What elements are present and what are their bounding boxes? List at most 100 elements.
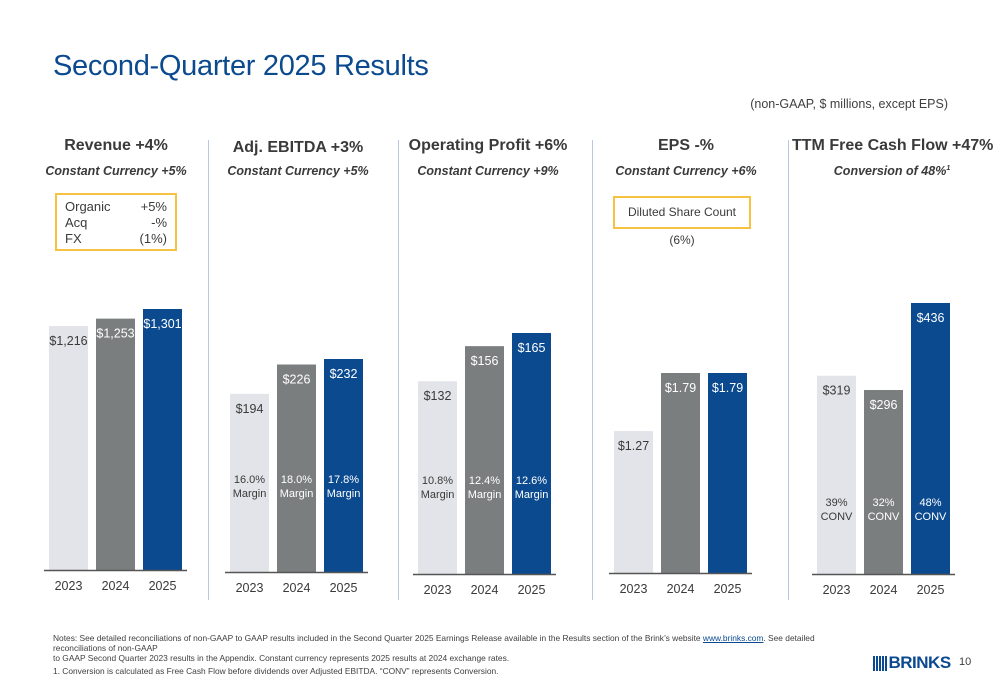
x-tick-label: 2023 (236, 581, 264, 595)
panel-subheading: Constant Currency +9% (417, 164, 559, 178)
bar-inner-label: Margin (280, 488, 314, 500)
bar-inner-label: 48% (919, 497, 941, 509)
bar-2025 (911, 303, 950, 574)
bar-value-label: $132 (424, 389, 452, 403)
bar-2025 (143, 309, 182, 570)
breakdown-value: +5% (140, 199, 167, 214)
bar-value-label: $1.79 (712, 381, 743, 395)
x-tick-label: 2023 (620, 582, 648, 596)
notes-text: Notes: See detailed reconciliations of n… (53, 633, 703, 643)
panel-divider (398, 140, 399, 600)
bar-2023 (614, 431, 653, 573)
logo-wordmark: BRINKS (888, 653, 952, 672)
x-tick-label: 2023 (424, 583, 452, 597)
bar-inner-label: CONV (821, 511, 853, 523)
bar-inner-label: Margin (327, 488, 361, 500)
bar-2024 (277, 364, 316, 572)
bar-value-label: $194 (236, 402, 264, 416)
bar-inner-label: 39% (825, 497, 847, 509)
footnotes: Notes: See detailed reconciliations of n… (53, 633, 853, 676)
footnote-1: 1. Conversion is calculated as Free Cash… (53, 665, 499, 676)
panel-divider (208, 140, 209, 600)
footnote-marker: 1 (946, 164, 951, 172)
bar-inner-label: CONV (915, 511, 947, 523)
bar-inner-label: 17.8% (328, 474, 359, 486)
bar-value-label: $436 (917, 311, 945, 325)
operating-profit-panel: Operating Profit +6% Constant Currency +… (402, 0, 574, 685)
x-tick-label: 2025 (518, 583, 546, 597)
brinks-website-link[interactable]: www.brinks.com (702, 633, 764, 643)
bar-2024 (864, 390, 903, 574)
x-tick-label: 2023 (55, 579, 83, 593)
bar-2025 (512, 333, 551, 574)
panel-subheading: Conversion of 48%1 (792, 164, 992, 178)
bar-value-label: $165 (518, 341, 546, 355)
bar-2023 (49, 326, 88, 570)
breakdown-row-acq: Acq -% (65, 215, 167, 231)
x-tick-label: 2025 (714, 582, 742, 596)
bar-value-label: $1,301 (143, 317, 181, 331)
page-number: 10 (959, 656, 972, 668)
notes-text: . See detailed reconciliations of non-GA… (53, 633, 815, 654)
x-tick-label: 2025 (917, 583, 945, 597)
slide-title: Second-Quarter 2025 Results (53, 50, 429, 82)
bar-inner-label: Margin (515, 489, 549, 501)
breakdown-row-fx: FX (1%) (65, 231, 167, 247)
x-tick-label: 2025 (149, 579, 177, 593)
bar-2023 (817, 375, 856, 574)
bar-value-label: $319 (823, 384, 851, 398)
bar-2025 (708, 373, 747, 573)
breakdown-row-organic: Organic +5% (65, 199, 167, 215)
brinks-logo: BRINKS (873, 653, 951, 673)
panel-subheading: Constant Currency +5% (45, 164, 187, 178)
bar-value-label: $232 (330, 367, 358, 381)
breakdown-label: FX (65, 231, 82, 246)
panel-heading: EPS -% (657, 137, 714, 154)
bar-inner-label: 32% (872, 497, 894, 509)
bar-inner-label: 12.4% (469, 475, 500, 487)
free-cash-flow-panel: TTM Free Cash Flow +47% Conversion of 48… (792, 0, 994, 685)
panel-subheading: Constant Currency +6% (615, 164, 757, 178)
revenue-breakdown-callout: Organic +5% Acq -% FX (1%) (55, 193, 177, 251)
bar-inner-label: Margin (468, 489, 502, 501)
panel-heading: Operating Profit +6% (408, 137, 568, 154)
bar-2024 (96, 318, 135, 570)
bar-2025 (324, 359, 363, 572)
logo-stripes-icon (873, 655, 887, 671)
subheading-text: Conversion of 48% (833, 164, 947, 178)
diluted-share-count-callout: Diluted Share Count (6%) (613, 196, 751, 247)
panel-heading: TTM Free Cash Flow +47% (792, 137, 994, 154)
panel-divider (788, 140, 789, 600)
x-tick-label: 2024 (667, 582, 695, 596)
revenue-panel: Revenue +4% Constant Currency +5% Organi… (30, 0, 202, 685)
bar-2024 (661, 373, 700, 573)
bar-2024 (465, 346, 504, 574)
bar-inner-label: 12.6% (516, 475, 547, 487)
bar-inner-label: 10.8% (422, 475, 453, 487)
bar-2023 (230, 393, 269, 572)
x-tick-label: 2025 (330, 581, 358, 595)
breakdown-label: Organic (65, 199, 111, 214)
x-tick-label: 2024 (283, 581, 311, 595)
bar-inner-label: Margin (421, 489, 455, 501)
x-tick-label: 2023 (823, 583, 851, 597)
panel-divider (592, 140, 593, 600)
units-note: (non-GAAP, $ millions, except EPS) (750, 97, 948, 111)
bar-value-label: $1,216 (49, 334, 87, 348)
bar-value-label: $1.79 (665, 381, 696, 395)
eps-panel: EPS -% Constant Currency +6% Diluted Sha… (598, 0, 774, 685)
breakdown-value: (1%) (139, 231, 167, 246)
callout-text: Diluted Share Count (6%) (627, 205, 737, 247)
panel-heading: Revenue +4% (64, 137, 168, 154)
bar-value-label: $296 (870, 398, 898, 412)
notes-line-2: to GAAP Second Quarter 2023 results in t… (53, 653, 510, 664)
x-tick-label: 2024 (471, 583, 499, 597)
bar-2023 (418, 381, 457, 574)
x-tick-label: 2024 (870, 583, 898, 597)
breakdown-value: -% (151, 215, 167, 230)
bar-value-label: $1.27 (618, 439, 649, 453)
x-tick-label: 2024 (102, 579, 130, 593)
bar-value-label: $226 (283, 373, 311, 387)
bar-inner-label: 16.0% (234, 474, 265, 486)
